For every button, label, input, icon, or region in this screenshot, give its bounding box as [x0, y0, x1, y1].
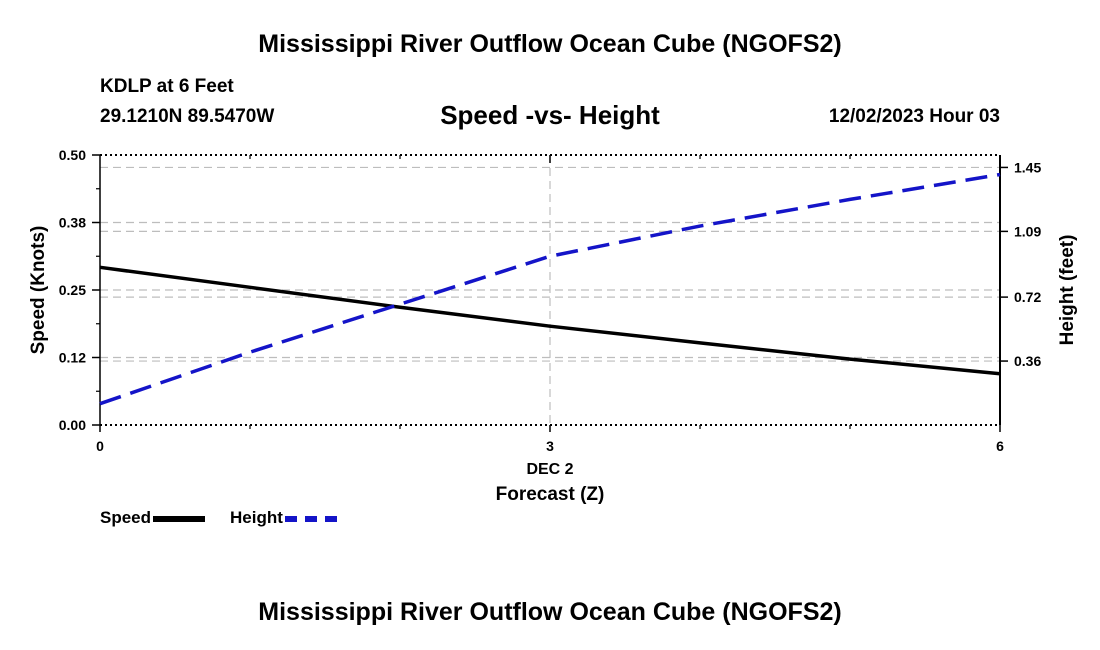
y-axis-label-right: Height (feet)	[1057, 235, 1078, 346]
y-tick-label-left: 0.25	[59, 282, 86, 298]
footer-title: Mississippi River Outflow Ocean Cube (NG…	[258, 598, 842, 626]
x-tick-label: 6	[996, 438, 1004, 454]
y-tick-label-right: 0.36	[1014, 353, 1041, 369]
legend-item-height: Height	[230, 508, 337, 528]
y-tick-label-right: 1.09	[1014, 223, 1041, 239]
legend-height-label: Height	[230, 508, 283, 527]
legend-speed-swatch	[153, 515, 206, 522]
series-line-height	[99, 172, 1001, 406]
station-label: KDLP at 6 Feet	[100, 76, 234, 97]
legend-item-speed: Speed	[100, 508, 206, 528]
y-tick-label-right: 1.45	[1014, 159, 1041, 175]
coordinates-label: 29.1210N 89.5470W	[100, 106, 275, 127]
x-axis-label: Forecast (Z)	[496, 484, 605, 505]
y-tick-label-left: 0.12	[59, 350, 86, 366]
y-tick-label-left: 0.00	[59, 417, 86, 433]
x-axis-date-label: DEC 2	[526, 461, 573, 478]
x-tick-label: 3	[546, 438, 554, 454]
y-tick-label-left: 0.50	[59, 147, 86, 163]
series-line-speed	[99, 265, 1001, 376]
y-tick-label-right: 0.72	[1014, 289, 1041, 305]
x-tick-label: 0	[96, 438, 104, 454]
chart-subtitle: Speed -vs- Height	[440, 100, 660, 130]
legend-height-swatch	[284, 515, 337, 522]
chart-title: Mississippi River Outflow Ocean Cube (NG…	[258, 30, 842, 58]
legend-speed-label: Speed	[100, 508, 152, 527]
y-axis-label-left: Speed (Knots)	[28, 226, 49, 355]
forecast-date-label: 12/02/2023 Hour 03	[828, 106, 1000, 127]
y-tick-label-left: 0.38	[59, 215, 86, 231]
